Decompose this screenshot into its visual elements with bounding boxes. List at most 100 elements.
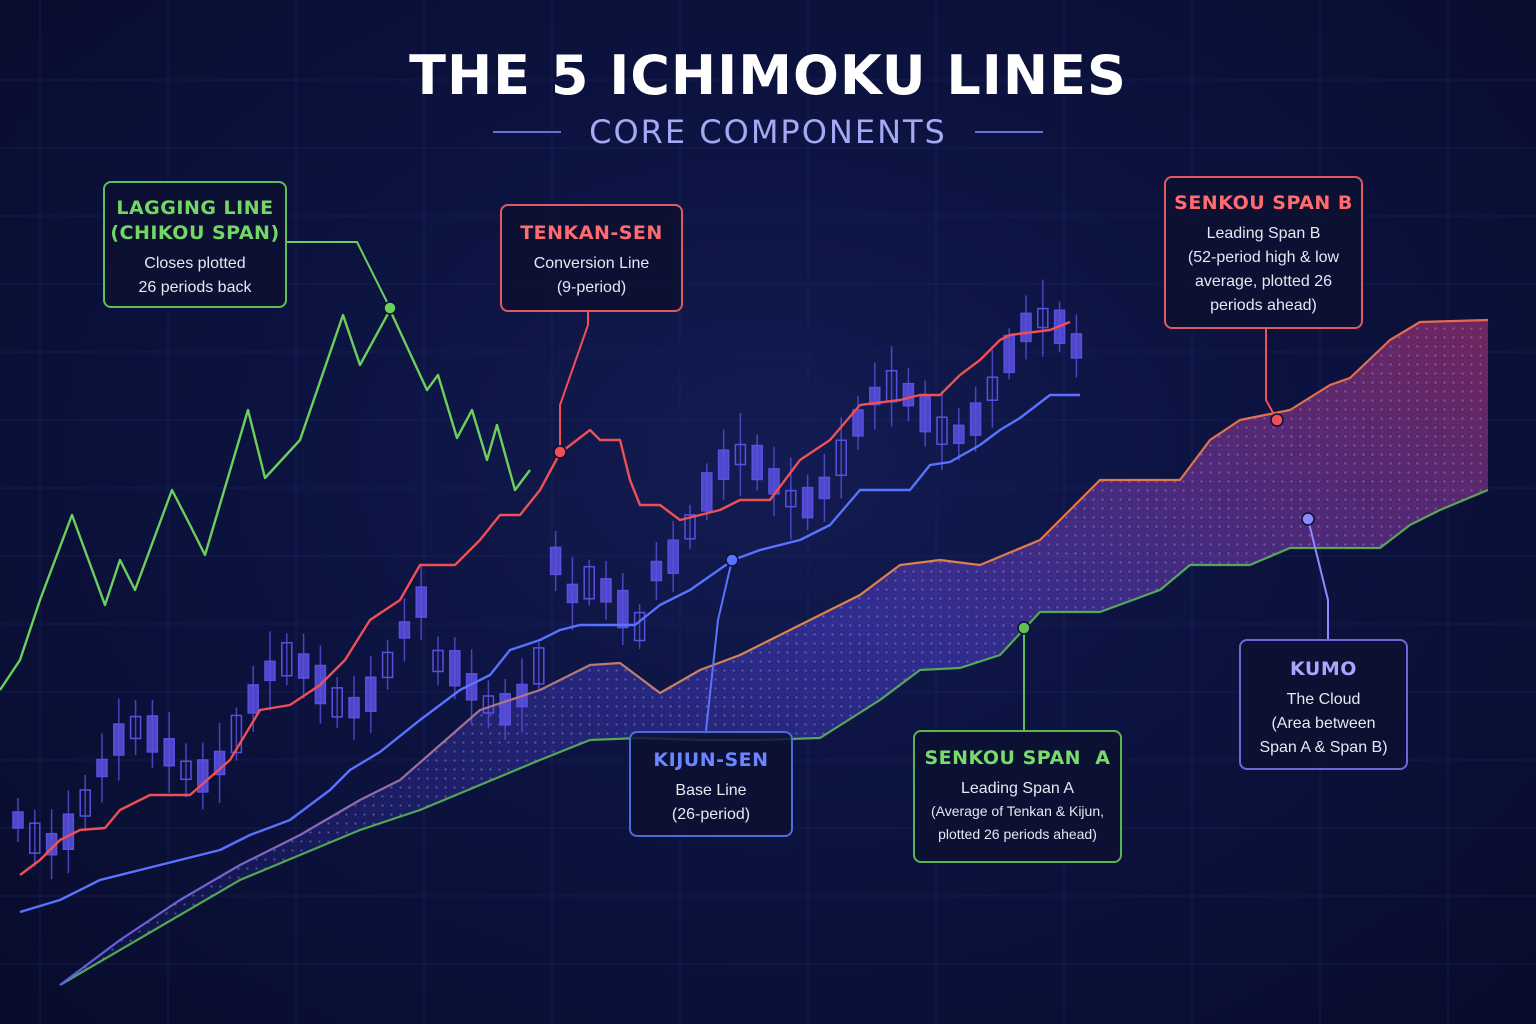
candle-body xyxy=(449,649,461,687)
candle-body xyxy=(499,693,511,726)
candle-body xyxy=(936,416,948,445)
callout-body-line: periods ahead) xyxy=(1210,297,1317,314)
callout-body-line: (52-period high & low xyxy=(1187,249,1340,266)
candle-body xyxy=(650,560,663,582)
callout-kumo-body: The Cloud (Area between Span A & Span B) xyxy=(1241,688,1406,760)
leader-line-senkou-b xyxy=(1265,329,1278,421)
callout-body-line: Conversion Line xyxy=(533,255,650,272)
callout-body-line: Leading Span A xyxy=(961,780,1074,797)
callout-title-line: SENKOU SPAN B xyxy=(1174,192,1353,214)
candle-body xyxy=(230,714,243,754)
callout-body-line: Closes plotted xyxy=(144,255,246,272)
candle-body xyxy=(549,546,562,576)
page-subtitle: CORE COMPONENTS xyxy=(589,113,947,151)
callout-body-line: The Cloud xyxy=(1286,691,1361,708)
subtitle-rule-left xyxy=(493,131,562,133)
senkou-span-b-lower-path xyxy=(59,488,1489,986)
callout-title-line: KUMO xyxy=(1290,658,1357,680)
leader-dot-kumo xyxy=(1301,512,1315,526)
senkou-span-a-upper-path xyxy=(59,318,1489,986)
candle-body xyxy=(1003,334,1015,374)
leader-dot-kijun xyxy=(725,553,739,567)
candle-body xyxy=(415,586,427,618)
candle-body xyxy=(96,758,108,778)
candle-body xyxy=(331,687,343,718)
callout-body-line: (26-period) xyxy=(671,806,751,823)
callout-title-line: KIJUN-SEN xyxy=(653,749,769,771)
candle-body xyxy=(600,578,612,603)
candle-body xyxy=(29,822,41,854)
candle-body xyxy=(281,641,293,677)
subtitle-rule-right xyxy=(974,131,1043,133)
callout-senkou-span-b: SENKOU SPAN B Leading Span B (52-period … xyxy=(1164,176,1363,329)
candle-body xyxy=(1070,333,1083,359)
candle-body xyxy=(163,738,175,767)
candle-body xyxy=(12,811,24,829)
candle-body xyxy=(348,696,360,719)
candle-body xyxy=(734,443,747,466)
candle-body xyxy=(969,402,982,436)
leader-line-kumo xyxy=(1307,518,1329,639)
page-title: THE 5 ICHIMOKU LINES xyxy=(409,44,1127,107)
callout-kijun-title: KIJUN-SEN xyxy=(631,748,791,773)
candle-body xyxy=(247,684,259,714)
callout-body-line: (Area between xyxy=(1271,715,1376,732)
candle-body xyxy=(197,759,209,793)
callout-senkou-a-body: Leading Span A (Average of Tenkan & Kiju… xyxy=(915,777,1120,846)
callout-title-line: SENKOU SPAN A xyxy=(924,747,1111,769)
candle-body xyxy=(297,653,310,679)
candle-body xyxy=(1037,307,1049,329)
candle-body xyxy=(381,651,394,679)
candle-body xyxy=(213,750,226,776)
candle-body xyxy=(129,715,142,740)
candle-body xyxy=(667,539,679,574)
callout-body-line: Base Line xyxy=(675,782,747,799)
candle-body xyxy=(62,813,75,850)
candle-body xyxy=(264,660,276,682)
kumo-cloud-dots xyxy=(60,320,1488,985)
callout-tenkan-body: Conversion Line (9-period) xyxy=(502,252,681,300)
callout-kijun-body: Base Line (26-period) xyxy=(631,779,791,827)
callout-lagging-line: LAGGING LINE (CHIKOU SPAN) Closes plotte… xyxy=(103,181,287,308)
callout-body-line: Leading Span B xyxy=(1206,225,1321,242)
callout-title-line: LAGGING LINE xyxy=(116,197,274,219)
candle-body xyxy=(533,647,545,685)
subtitle-row: CORE COMPONENTS xyxy=(0,110,1536,154)
candle-body xyxy=(79,789,91,817)
callout-kijun-sen: KIJUN-SEN Base Line (26-period) xyxy=(629,731,793,837)
candle-body xyxy=(113,723,125,756)
leader-line-lagging xyxy=(287,241,391,309)
candle-body xyxy=(919,394,931,433)
candle-body xyxy=(684,514,696,540)
kijun-sen-path xyxy=(19,393,1080,914)
candle-body xyxy=(818,476,831,500)
candle-body xyxy=(432,649,444,673)
callout-senkou-a-title: SENKOU SPAN A xyxy=(915,746,1120,771)
candle-body xyxy=(785,489,797,508)
callout-title-line: (CHIKOU SPAN) xyxy=(110,222,280,244)
leader-line-kijun xyxy=(705,559,733,732)
callout-kumo-title: KUMO xyxy=(1241,657,1406,682)
candle-body xyxy=(1020,312,1032,343)
lagging-line-path xyxy=(0,308,531,691)
candle-body xyxy=(835,439,847,477)
callout-lagging-title: LAGGING LINE (CHIKOU SPAN) xyxy=(105,196,285,246)
candle-body xyxy=(801,486,814,519)
callout-body-line: 26 periods back xyxy=(138,279,252,296)
candle-body xyxy=(180,760,192,781)
candle-body xyxy=(869,386,881,406)
candle-body xyxy=(583,565,595,600)
callout-senkou-b-body: Leading Span B (52-period high & low ave… xyxy=(1166,222,1361,318)
callout-kumo: KUMO The Cloud (Area between Span A & Sp… xyxy=(1239,639,1408,770)
candle-body xyxy=(953,424,965,445)
callout-tenkan-title: TENKAN-SEN xyxy=(502,221,681,246)
callout-title-line: TENKAN-SEN xyxy=(520,222,663,244)
callout-lagging-body: Closes plotted 26 periods back xyxy=(105,252,285,300)
callout-body-line: (9-period) xyxy=(556,279,627,296)
leader-line-tenkan xyxy=(559,312,589,452)
callout-body-line: Span A & Span B) xyxy=(1259,739,1388,756)
candle-body xyxy=(633,611,646,642)
candle-body xyxy=(902,382,915,407)
candle-body xyxy=(617,589,629,629)
